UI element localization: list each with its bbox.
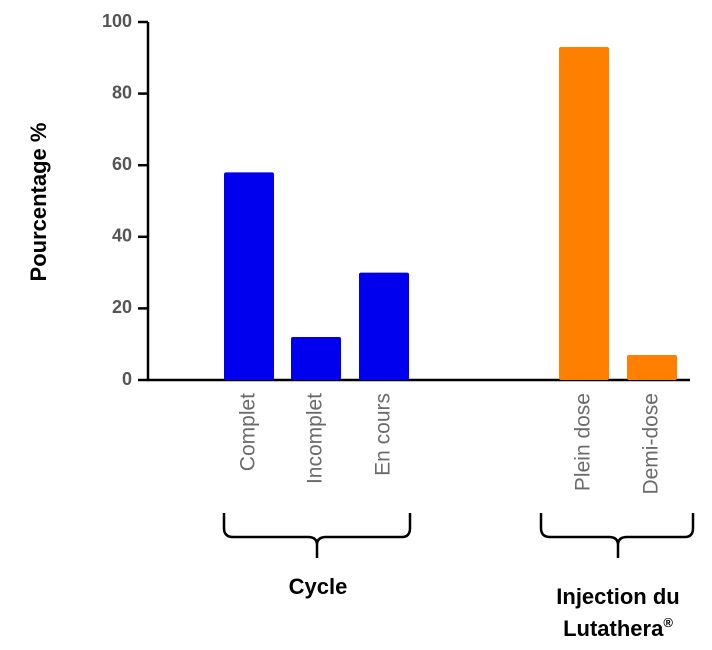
bars bbox=[224, 47, 677, 381]
group-label-cycle: Cycle bbox=[289, 574, 348, 599]
y-ticks: 0 20 40 60 80 100 bbox=[102, 11, 148, 389]
category-label: En cours bbox=[372, 393, 395, 476]
bar-plein-dose bbox=[559, 47, 609, 381]
cycle-group-brace bbox=[222, 513, 412, 558]
y-tick-label: 80 bbox=[112, 82, 132, 102]
y-tick-label: 100 bbox=[102, 11, 132, 31]
bar-complet bbox=[224, 172, 274, 380]
y-tick-label: 20 bbox=[112, 297, 132, 317]
y-axis-label: Pourcentage % bbox=[26, 123, 51, 282]
registered-mark: ® bbox=[663, 615, 673, 630]
group-label-injection-line2: Lutathera® bbox=[563, 615, 673, 641]
category-label: Incomplet bbox=[304, 393, 327, 484]
injection-group-brace bbox=[539, 513, 695, 558]
category-label: Complet bbox=[237, 393, 260, 471]
y-tick-label: 40 bbox=[112, 226, 132, 246]
lutathera-text: Lutathera bbox=[563, 616, 664, 641]
bar-incomplet bbox=[291, 337, 341, 380]
bar-demi-dose bbox=[627, 354, 677, 380]
category-labels: Complet Incomplet En cours Plein dose Demi-d… bbox=[237, 393, 663, 495]
y-tick-label: 60 bbox=[112, 154, 132, 174]
y-tick-label: 0 bbox=[122, 369, 132, 389]
bar-en-cours bbox=[359, 272, 409, 380]
group-label-injection-line1: Injection du bbox=[556, 584, 679, 609]
category-label: Demi-dose bbox=[640, 393, 663, 495]
category-label: Plein dose bbox=[572, 393, 595, 491]
